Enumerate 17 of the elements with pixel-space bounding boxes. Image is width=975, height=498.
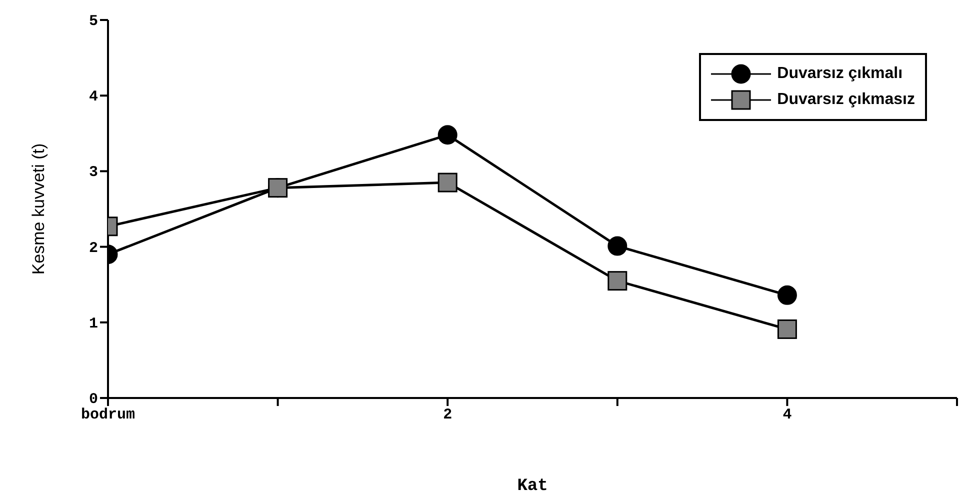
legend-label: Duvarsız çıkmasız: [777, 91, 915, 109]
legend-label: Duvarsız çıkmalı: [777, 65, 903, 83]
point: [608, 236, 628, 256]
y-tick-label: 5: [88, 13, 98, 30]
y-tick-label: 1: [88, 315, 98, 332]
x-tick-label: bodrum: [80, 406, 136, 424]
y-tick-label: 4: [88, 88, 98, 106]
y-axis-title: Kesme kuvveti (t): [29, 143, 48, 275]
point: [777, 285, 797, 305]
point: [777, 319, 797, 339]
y-tick-label: 2: [88, 240, 98, 257]
point: [608, 271, 628, 291]
y-tick-label: 3: [88, 164, 98, 182]
y-tick-label: 0: [88, 391, 98, 408]
x-tick-label: 2: [443, 406, 452, 424]
x-tick-label: 4: [782, 406, 792, 424]
x-axis-title: Kat: [517, 477, 548, 496]
